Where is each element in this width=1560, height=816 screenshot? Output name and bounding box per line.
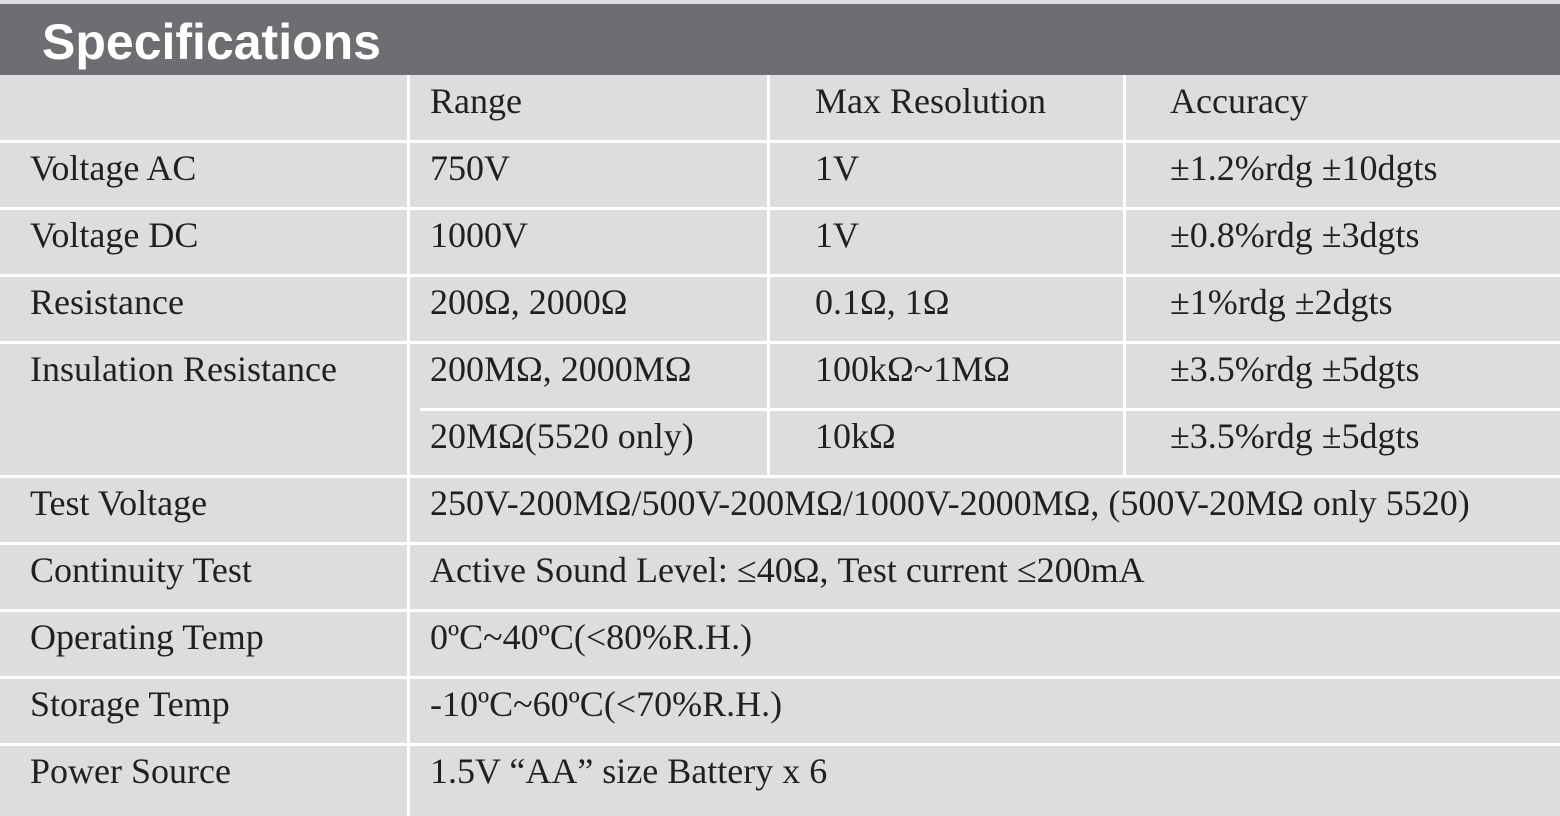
row-label: Power Source [30,751,231,791]
row-line [0,140,1560,143]
cell-wide: -10ºC~60ºC(<70%R.H.) [430,684,783,724]
column-header: Accuracy [1170,81,1308,121]
cell: 200Ω, 2000Ω [430,282,628,322]
cell: 20MΩ(5520 only) [430,416,694,456]
cell: 0.1Ω, 1Ω [815,282,950,322]
row-label: Voltage DC [30,215,199,255]
cell: ±1%rdg ±2dgts [1170,282,1393,322]
header-bar: Specifications [0,4,1560,75]
row-line [420,408,1560,411]
cell-wide: 250V-200MΩ/500V-200MΩ/1000V-2000MΩ, (500… [430,483,1470,523]
row-label: Insulation Resistance [30,349,337,389]
row-line [0,609,1560,612]
row-line [0,743,1560,746]
title: Specifications [42,14,381,70]
cell: ±3.5%rdg ±5dgts [1170,416,1420,456]
cell: 10kΩ [815,416,896,456]
cell: 200MΩ, 2000MΩ [430,349,692,389]
cell: ±3.5%rdg ±5dgts [1170,349,1420,389]
cell: 750V [430,148,510,188]
col-line [407,75,410,816]
column-header: Range [430,81,522,121]
row-line [0,274,1560,277]
row-label: Test Voltage [30,483,208,523]
row-label: Voltage AC [30,148,197,188]
cell: 1V [815,215,859,255]
cell: 1000V [430,215,528,255]
row-label: Continuity Test [30,550,252,590]
cell: ±1.2%rdg ±10dgts [1170,148,1438,188]
cell-wide: Active Sound Level: ≤40Ω, Test current ≤… [430,550,1145,590]
row-line [0,341,1560,344]
row-line [0,676,1560,679]
cell: 1V [815,148,859,188]
row-label: Storage Temp [30,684,230,724]
col-line [767,75,770,477]
column-header: Max Resolution [815,81,1046,121]
cell-wide: 1.5V “AA” size Battery x 6 [430,751,828,791]
cell: 100kΩ~1MΩ [815,349,1010,389]
row-line [0,542,1560,545]
row-line [0,475,1560,478]
cell: ±0.8%rdg ±3dgts [1170,215,1420,255]
col-line [1123,75,1126,477]
row-label: Operating Temp [30,617,264,657]
row-label: Resistance [30,282,184,322]
cell-wide: 0ºC~40ºC(<80%R.H.) [430,617,753,657]
row-line [0,207,1560,210]
